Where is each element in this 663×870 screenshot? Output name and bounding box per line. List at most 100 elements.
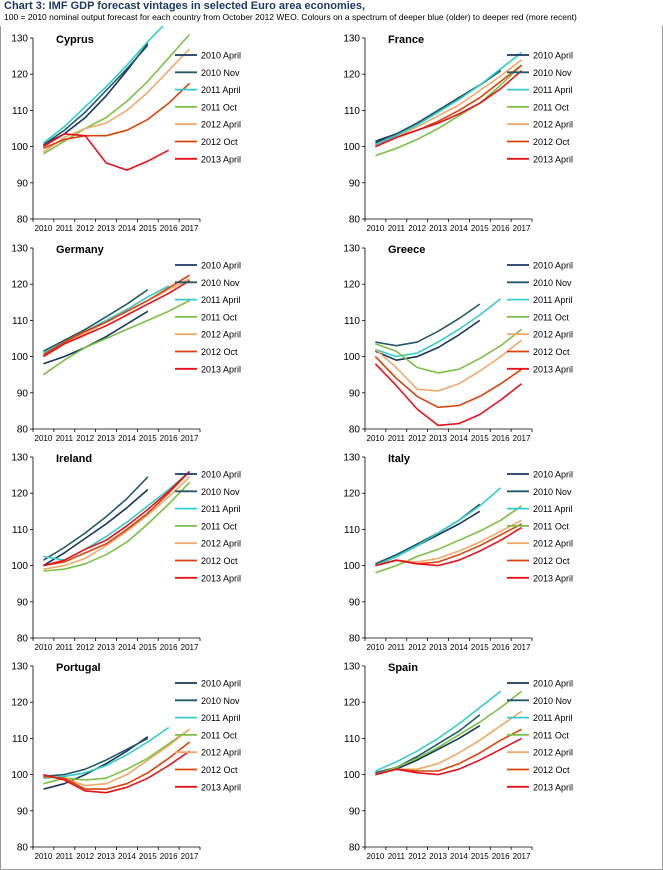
x-tick-label: 2012 (408, 852, 426, 861)
legend: 2010 April 2010 Nov 2011 April 2011 Oct 2012… (175, 51, 241, 164)
x-tick-label: 2011 (388, 643, 406, 652)
x-tick-label: 2013 (429, 643, 447, 652)
legend-label: 2011 April (533, 85, 572, 95)
x-tick-label: 2012 (408, 224, 426, 233)
x-tick-label: 2013 (429, 224, 447, 233)
legend-label: 2013 April (533, 782, 573, 792)
x-tick-label: 2011 (388, 852, 406, 861)
y-tick-label: 120 (11, 280, 28, 291)
legend-label: 2010 April (201, 261, 241, 271)
panel-title: Ireland (56, 453, 92, 465)
x-tick-label: 2016 (492, 224, 510, 233)
x-tick-label: 2017 (513, 852, 531, 861)
series-line-2011-oct (375, 328, 523, 374)
legend: 2010 April 2010 Nov 2011 April 2011 Oct 2012… (507, 470, 573, 583)
y-tick-label: 130 (343, 34, 360, 45)
x-tick-label: 2014 (450, 643, 468, 652)
series-line-2013-april (43, 470, 191, 567)
x-tick-label: 2016 (160, 852, 178, 861)
x-tick-label: 2012 (408, 643, 426, 652)
y-tick-label: 120 (11, 698, 28, 709)
x-tick-label: 2015 (139, 643, 157, 652)
x-tick-label: 2016 (492, 852, 510, 861)
x-tick-label: 2011 (56, 852, 74, 861)
series-line-2012-april (374, 339, 523, 392)
series-line-2013-april (374, 363, 523, 427)
panel-title: France (388, 34, 424, 46)
y-tick-label: 80 (349, 843, 361, 854)
y-tick-label: 130 (11, 244, 28, 255)
x-tick-label: 2014 (450, 852, 468, 861)
x-tick-label: 2011 (388, 224, 406, 233)
y-tick-label: 80 (17, 634, 29, 645)
y-tick-label: 100 (343, 770, 360, 781)
y-tick-label: 90 (17, 597, 29, 608)
y-tick-label: 80 (17, 215, 29, 226)
series-line-2013-april (42, 133, 170, 171)
x-tick-label: 2012 (76, 224, 94, 233)
legend-label: 2012 April (201, 120, 241, 130)
panel-greece: 80 90 100 110 120 130 2010 2011 2012 2013 2014 2015… (343, 244, 573, 444)
legend-label: 2012 April (201, 330, 241, 340)
legend-label: 2011 Oct (201, 730, 237, 740)
series-line-2013-april (375, 737, 522, 776)
series-line-2011-oct (375, 505, 523, 574)
legend-label: 2013 April (201, 782, 241, 792)
series-line-2011-april (375, 690, 502, 772)
series-line-2012-oct (374, 356, 523, 409)
y-tick-label: 100 (343, 561, 360, 572)
series-line-2013-april (375, 526, 523, 567)
legend-label: 2011 Oct (533, 102, 569, 112)
x-tick-label: 2012 (76, 643, 94, 652)
x-tick-label: 2014 (118, 852, 136, 861)
page-title: Chart 3: IMF GDP forecast vintages in se… (4, 0, 366, 12)
series-line-2010-april (42, 488, 149, 567)
x-tick-label: 2010 (35, 852, 53, 861)
legend-label: 2012 Oct (533, 765, 570, 775)
panel-title: Cyprus (56, 34, 94, 46)
series-line-2010-april (375, 319, 481, 361)
y-tick-label: 90 (17, 388, 29, 399)
legend-label: 2011 April (533, 713, 572, 723)
series-line-2012-oct (42, 274, 191, 356)
series-line-2012-oct (43, 470, 191, 567)
y-tick-label: 80 (17, 425, 29, 436)
x-tick-label: 2010 (35, 643, 53, 652)
x-tick-label: 2015 (471, 852, 489, 861)
x-tick-label: 2016 (160, 643, 178, 652)
legend-label: 2012 Oct (533, 347, 570, 357)
y-tick-label: 110 (344, 525, 360, 536)
x-tick-label: 2014 (118, 434, 136, 443)
legend-label: 2011 Oct (201, 521, 237, 531)
legend-label: 2010 April (533, 261, 573, 271)
panel-portugal: 80 90 100 110 120 130 2010 2011 2012 2013 2014 2015… (11, 662, 241, 862)
series-line-2011-oct (375, 690, 523, 776)
legend-label: 2010 Nov (201, 696, 240, 706)
y-tick-label: 120 (11, 70, 28, 81)
x-tick-label: 2013 (97, 434, 115, 443)
legend-label: 2010 April (201, 679, 241, 689)
legend: 2010 April 2010 Nov 2011 April 2011 Oct 2012… (175, 679, 241, 792)
legend-label: 2013 April (201, 154, 241, 164)
series-line-2011-oct (375, 64, 523, 157)
x-tick-label: 2013 (429, 434, 447, 443)
y-tick-label: 130 (11, 453, 28, 464)
frame (0, 26, 663, 870)
x-tick-label: 2012 (76, 434, 94, 443)
legend-label: 2011 April (533, 504, 572, 514)
legend-label: 2010 April (533, 679, 573, 689)
y-tick-label: 100 (343, 352, 360, 363)
x-tick-label: 2011 (56, 224, 74, 233)
y-tick-label: 80 (17, 843, 29, 854)
legend-label: 2011 Oct (533, 730, 569, 740)
x-tick-label: 2015 (139, 852, 157, 861)
panel-cyprus: 80 90 100 110 120 130 2010 2011 2012 2013 2014 2015… (11, 26, 241, 233)
y-tick-label: 110 (344, 316, 360, 327)
legend-label: 2011 Oct (533, 521, 569, 531)
x-tick-label: 2014 (450, 434, 468, 443)
legend-label: 2012 April (533, 748, 573, 758)
y-tick-label: 80 (349, 215, 361, 226)
panel-italy: 80 90 100 110 120 130 2010 2011 2012 2013 2014 2015… (343, 453, 573, 653)
panel-france: 80 90 100 110 120 130 2010 2011 2012 2013 2014 2015… (343, 34, 573, 234)
